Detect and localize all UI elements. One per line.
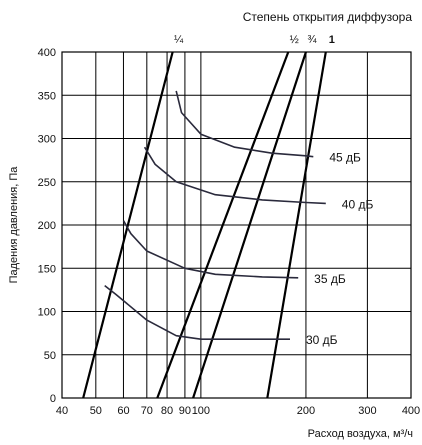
- x-tick-label: 400: [402, 405, 420, 417]
- opening-line-three-quarters: [192, 51, 307, 399]
- y-tick-label: 250: [38, 177, 56, 189]
- opening-label-full: 1: [329, 34, 335, 46]
- x-axis-label: Расход воздуха, м³/ч: [308, 428, 413, 440]
- x-tick-label: 100: [192, 405, 210, 417]
- noise-curve-40-db: [143, 146, 326, 205]
- noise-label-30-db: 30 дБ: [306, 333, 338, 347]
- noise-label-45-db: 45 дБ: [329, 151, 361, 165]
- x-tick-label: 50: [90, 405, 102, 417]
- opening-line-quarter: [82, 51, 174, 399]
- noise-label-40-db: 40 дБ: [342, 197, 374, 211]
- x-tick-label: 80: [161, 405, 173, 417]
- x-tick-label: 200: [297, 405, 315, 417]
- y-tick-label: 200: [38, 220, 56, 232]
- y-tick-label: 50: [44, 350, 56, 362]
- y-axis-label: Падения давления, Па: [8, 166, 20, 284]
- noise-curve-30-db: [104, 284, 290, 340]
- grid: [61, 51, 412, 399]
- x-tick-label: 300: [358, 405, 376, 417]
- y-tick-label: 300: [38, 134, 56, 146]
- opening-line-half: [156, 51, 290, 399]
- y-tick-label: 100: [38, 307, 56, 319]
- series-labels: ¼ ½ ¾ 1 45 дБ 40 дБ 35 дБ 30 дБ: [174, 34, 373, 347]
- y-tick-label: 150: [38, 263, 56, 275]
- x-tick-label: 60: [117, 405, 129, 417]
- y-tick-label: 400: [38, 47, 56, 59]
- y-tick-labels: 0 50 100 150 200 250 300 350 400: [38, 47, 56, 405]
- chart-title: Степень открытия диффузора: [243, 10, 413, 24]
- y-tick-label: 0: [50, 393, 56, 405]
- series-lines: [82, 51, 327, 399]
- x-tick-labels: 40 50 60 70 80 90 100 200 300 400: [56, 405, 420, 417]
- x-tick-label: 70: [141, 405, 153, 417]
- y-tick-label: 350: [38, 90, 56, 102]
- noise-curve-45-db: [175, 90, 314, 158]
- noise-curve-35-db: [122, 220, 299, 279]
- opening-label-quarter: ¼: [174, 34, 184, 46]
- x-tick-label: 40: [56, 405, 68, 417]
- x-tick-label: 90: [179, 405, 191, 417]
- opening-line-full: [266, 51, 327, 399]
- opening-label-three-quarters: ¾: [307, 34, 317, 46]
- noise-label-35-db: 35 дБ: [314, 272, 346, 286]
- opening-label-half: ½: [290, 34, 299, 46]
